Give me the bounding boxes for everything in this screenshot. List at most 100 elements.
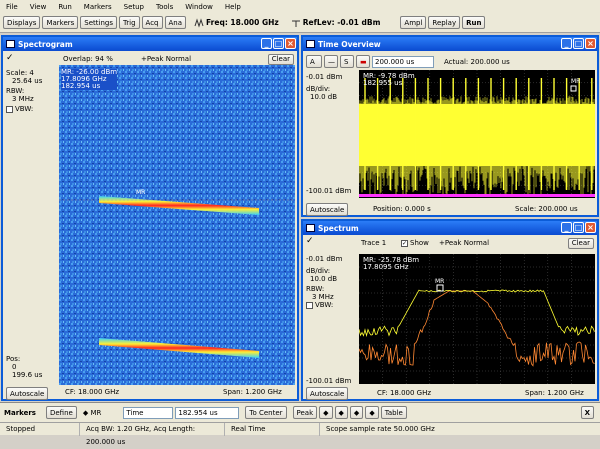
time-length-input[interactable]: 200.000 us — [372, 55, 434, 68]
peak-right-button[interactable]: ◆ — [334, 406, 348, 419]
cf-label[interactable]: CF: 18.000 GHz — [377, 389, 432, 397]
define-button[interactable]: Define — [45, 406, 77, 419]
time-cursor-a-button[interactable]: A — [306, 55, 322, 68]
check-icon: ✓ — [306, 236, 314, 246]
spectrogram-readout: MR: -26.00 dBm 17.8096 GHz 182.954 us — [61, 69, 118, 90]
rbw-value: 3 MHz — [312, 293, 334, 301]
reflev-readout[interactable]: RefLev: -0.01 dBm — [302, 18, 381, 27]
spectrum-titlebar[interactable]: Spectrum _ □ × — [303, 221, 597, 235]
spectrogram-plot[interactable]: MR: -26.00 dBm 17.8096 GHz 182.954 us MR — [59, 65, 295, 385]
to-center-button[interactable]: To Center — [245, 406, 287, 419]
span-label[interactable]: Span: 1.200 GHz — [525, 389, 584, 397]
vbw-label: VBW: — [15, 105, 34, 113]
trig-button[interactable]: Trig — [119, 16, 140, 29]
bottom-level-label: -100.01 dBm — [306, 187, 352, 195]
close-icon[interactable]: × — [585, 38, 596, 49]
ana-button[interactable]: Ana — [164, 16, 187, 29]
displays-button[interactable]: Displays — [3, 16, 41, 29]
span-label[interactable]: Span: 1.200 GHz — [223, 388, 282, 396]
trace-select[interactable]: Trace 1 — [361, 239, 387, 247]
marker-label[interactable]: MR — [435, 278, 445, 285]
readout-line: 17.8096 GHz — [61, 75, 107, 83]
menu-item-tools[interactable]: Tools — [156, 2, 174, 11]
next-right-button[interactable]: ◆ — [365, 406, 379, 419]
marker-label[interactable]: MR — [571, 78, 581, 85]
close-markers-button[interactable]: X — [580, 406, 594, 419]
ampl-button[interactable]: Ampl — [400, 16, 427, 29]
peak-left-button[interactable]: ◆ — [319, 406, 333, 419]
readout-line: 182.955 us — [363, 79, 403, 87]
readout-line: MR: -9.78 dBm — [363, 72, 415, 80]
minimize-icon[interactable]: _ — [561, 38, 572, 49]
position-label[interactable]: Position: 0.000 s — [373, 205, 431, 213]
spectrogram-title: Spectrogram — [18, 39, 73, 49]
table-button[interactable]: Table — [380, 406, 407, 419]
readout-line: MR: -25.78 dBm — [363, 256, 420, 264]
peak-button[interactable]: Peak — [292, 406, 318, 419]
scale-label[interactable]: Scale: 200.000 us — [515, 205, 578, 213]
rbw-label[interactable]: RBW: — [6, 87, 25, 95]
actual-length-label: Actual: 200.000 us — [444, 57, 510, 66]
spectrum-plot[interactable]: MR: -25.78 dBm 17.8095 GHz MR — [359, 254, 595, 384]
scale-value: 25.64 us — [12, 77, 43, 85]
vbw-checkbox[interactable]: VBW: — [306, 301, 358, 309]
vbw-label: VBW: — [315, 301, 334, 309]
peak-mode-label[interactable]: +Peak Normal — [141, 55, 192, 63]
pos-value-2: 199.6 us — [12, 371, 43, 379]
autoscale-button[interactable]: Autoscale — [306, 387, 349, 400]
minimize-icon[interactable]: _ — [261, 38, 272, 49]
time-cursor-b-button[interactable]: — — [324, 55, 338, 68]
autoscale-button[interactable]: Autoscale — [306, 203, 349, 216]
time-overview-window: Time Overview _ □ × A — S ▬ 200.000 us Act… — [301, 35, 599, 217]
clear-button[interactable]: Clear — [267, 54, 294, 65]
autoscale-button[interactable]: Autoscale — [6, 387, 49, 400]
menu-item-run[interactable]: Run — [58, 2, 72, 11]
marker-value-input[interactable]: 182.954 us — [175, 406, 240, 419]
dbdiv-label[interactable]: dB/div: — [306, 267, 331, 275]
minimize-icon[interactable]: _ — [561, 222, 572, 233]
markers-button[interactable]: Markers — [42, 16, 79, 29]
spectrogram-window: Spectrogram _ □ × ✓ Overlap: 94 % +Peak No… — [1, 35, 299, 401]
clear-button[interactable]: Clear — [567, 238, 594, 249]
time-cursor-m-button[interactable]: ▬ — [356, 55, 370, 68]
marker-select[interactable]: ◆ MR — [83, 409, 102, 417]
peak-mode-label[interactable]: +Peak Normal — [439, 239, 490, 247]
rbw-label[interactable]: RBW: — [306, 285, 325, 293]
pos-label[interactable]: Pos: — [6, 355, 21, 363]
marker-label[interactable]: MR — [136, 189, 146, 196]
show-checkbox[interactable]: ✓ Show — [401, 239, 429, 247]
time-overview-titlebar[interactable]: Time Overview _ □ × — [303, 37, 597, 51]
dbdiv-label[interactable]: dB/div: — [306, 85, 331, 93]
menu-item-markers[interactable]: Markers — [83, 2, 112, 11]
maximize-icon[interactable]: □ — [273, 38, 284, 49]
settings-button[interactable]: Settings — [80, 16, 118, 29]
close-icon[interactable]: × — [285, 38, 296, 49]
scale-label[interactable]: Scale: 4 — [6, 69, 34, 77]
next-left-button[interactable]: ◆ — [349, 406, 364, 419]
maximize-icon[interactable]: □ — [573, 222, 584, 233]
replay-button[interactable]: Replay — [428, 16, 461, 29]
menu-item-help[interactable]: Help — [224, 2, 241, 11]
spectrum-window: Spectrum _ □ × ✓ Trace 1 ✓ Show +Peak Norma… — [301, 219, 599, 401]
menu-item-view[interactable]: View — [29, 2, 47, 11]
cf-label[interactable]: CF: 18.000 GHz — [65, 388, 120, 396]
vbw-checkbox[interactable]: VBW: — [6, 105, 58, 113]
spectrogram-titlebar[interactable]: Spectrogram _ □ × — [3, 37, 297, 51]
spectrogram-canvas — [59, 65, 295, 385]
ref-level-label[interactable]: -0.01 dBm — [306, 255, 343, 263]
time-overview-plot[interactable]: MR: -9.78 dBm 182.955 us MR — [359, 70, 595, 198]
time-cursor-s-button[interactable]: S — [340, 55, 354, 68]
menu-item-file[interactable]: File — [6, 2, 18, 11]
menu-item-setup[interactable]: Setup — [123, 2, 144, 11]
ref-level-label[interactable]: -0.01 dBm — [306, 73, 343, 81]
run-button[interactable]: Run — [462, 16, 486, 29]
freq-readout[interactable]: Freq: 18.000 GHz — [206, 18, 279, 27]
maximize-icon[interactable]: □ — [573, 38, 584, 49]
close-icon[interactable]: × — [585, 222, 596, 233]
chirp-band-2 — [99, 338, 259, 358]
mode-select[interactable]: Time — [123, 406, 174, 419]
run-state: Stopped — [0, 422, 80, 436]
menu-item-window[interactable]: Window — [185, 2, 213, 11]
time-overview-title: Time Overview — [318, 39, 381, 49]
acq-button[interactable]: Acq — [141, 16, 163, 29]
